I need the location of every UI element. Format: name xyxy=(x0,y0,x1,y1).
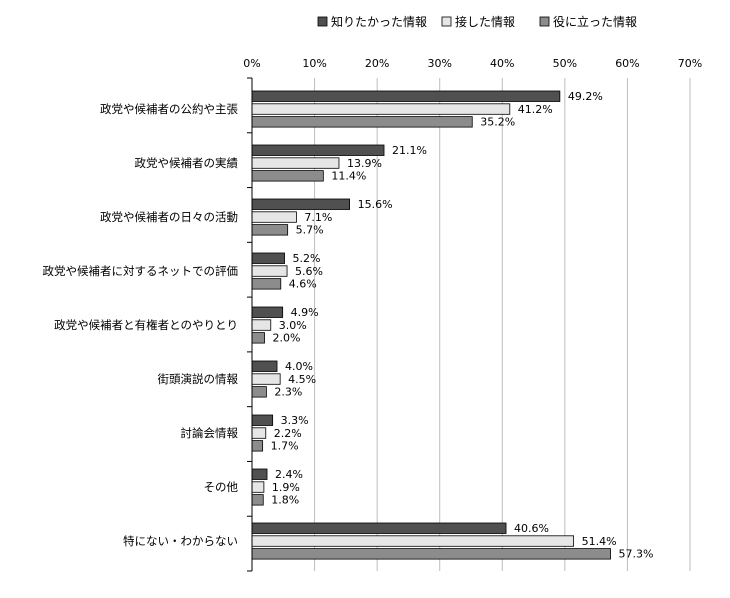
value-label-4-0: 4.9% xyxy=(291,306,319,319)
category-label-2: 政党や候補者の日々の活動 xyxy=(100,210,238,224)
value-label-1-1: 13.9% xyxy=(347,157,382,170)
bar-3-2 xyxy=(251,278,282,290)
category-label-8: 特にない・わからない xyxy=(123,534,238,548)
bar-6-2 xyxy=(251,440,264,452)
bar-5-0 xyxy=(251,360,278,372)
x-tick-label: 0% xyxy=(243,57,260,70)
value-label-2-2: 5.7% xyxy=(296,224,324,237)
legend-swatch-2 xyxy=(539,16,550,27)
value-label-1-0: 21.1% xyxy=(392,144,427,157)
x-tick-label: 30% xyxy=(427,57,451,70)
legend: 知りたかった情報 接した情報 役に立った情報 xyxy=(317,14,637,29)
legend-label-1: 接した情報 xyxy=(455,14,515,29)
value-label-5-1: 4.5% xyxy=(288,373,316,386)
bar-1-1 xyxy=(251,157,340,169)
bar-0-0 xyxy=(251,90,561,102)
gridlines xyxy=(314,78,691,571)
category-label-3: 政党や候補者に対するネットでの評価 xyxy=(43,264,239,278)
category-label-7: その他 xyxy=(204,480,239,494)
x-tick-label: 70% xyxy=(678,57,702,70)
value-label-7-0: 2.4% xyxy=(275,468,303,481)
value-label-3-2: 4.6% xyxy=(289,278,317,291)
legend-label-2: 役に立った情報 xyxy=(553,14,637,29)
value-label-3-0: 5.2% xyxy=(293,252,321,265)
bar-5-2 xyxy=(251,386,267,398)
bar-6-1 xyxy=(251,427,267,439)
value-label-6-2: 1.7% xyxy=(271,440,299,453)
value-label-8-0: 40.6% xyxy=(514,522,549,535)
legend-swatch-0 xyxy=(317,16,328,27)
category-label-1: 政党や候補者の実績 xyxy=(135,156,239,170)
category-label-5: 街頭演説の情報 xyxy=(158,372,239,386)
bar-1-2 xyxy=(251,170,324,182)
value-label-1-2: 11.4% xyxy=(331,170,366,183)
value-label-5-0: 4.0% xyxy=(285,360,313,373)
value-label-6-1: 2.2% xyxy=(274,427,302,440)
x-tick-label: 40% xyxy=(490,57,514,70)
y-axis xyxy=(247,77,253,572)
x-tick-label: 10% xyxy=(302,57,326,70)
x-axis-ticks: 0% 10% 20% 30% 40% 50% 60% 70% xyxy=(243,57,702,70)
value-label-3-1: 5.6% xyxy=(295,265,323,278)
value-label-6-0: 3.3% xyxy=(281,414,309,427)
value-label-8-1: 51.4% xyxy=(582,535,617,548)
bar-7-0 xyxy=(251,468,268,480)
bar-0-1 xyxy=(251,103,511,115)
value-label-8-2: 57.3% xyxy=(619,548,654,561)
x-tick-label: 50% xyxy=(553,57,577,70)
value-labels: 49.2%41.2%35.2%21.1%13.9%11.4%15.6%7.1%5… xyxy=(271,90,654,561)
value-label-7-2: 1.8% xyxy=(271,494,299,507)
bar-2-2 xyxy=(251,224,289,236)
bar-4-1 xyxy=(251,319,272,331)
bar-1-0 xyxy=(251,144,385,156)
bar-4-0 xyxy=(251,306,284,318)
bar-7-1 xyxy=(251,481,265,493)
bar-8-2 xyxy=(251,548,611,560)
value-label-2-0: 15.6% xyxy=(358,198,393,211)
bar-8-0 xyxy=(251,522,507,534)
x-tick-label: 20% xyxy=(365,57,389,70)
bar-2-1 xyxy=(251,211,297,223)
value-label-0-2: 35.2% xyxy=(480,116,515,129)
value-label-5-2: 2.3% xyxy=(274,386,302,399)
bar-5-1 xyxy=(251,373,281,385)
value-label-7-1: 1.9% xyxy=(272,481,300,494)
bar-3-1 xyxy=(251,265,288,277)
bar-8-1 xyxy=(251,535,575,547)
bar-2-0 xyxy=(251,198,351,210)
value-label-4-1: 3.0% xyxy=(279,319,307,332)
value-label-0-0: 49.2% xyxy=(568,90,603,103)
legend-label-0: 知りたかった情報 xyxy=(331,15,427,29)
bar-0-2 xyxy=(251,116,473,128)
value-label-0-1: 41.2% xyxy=(518,103,553,116)
legend-swatch-1 xyxy=(441,16,452,27)
value-label-4-2: 2.0% xyxy=(273,332,301,345)
bar-3-0 xyxy=(251,252,285,264)
category-label-6: 討論会情報 xyxy=(181,426,239,440)
bar-4-2 xyxy=(251,332,265,344)
category-label-4: 政党や候補者と有権者とのやりとり xyxy=(54,318,238,332)
value-label-2-1: 7.1% xyxy=(304,211,332,224)
bar-7-2 xyxy=(251,494,264,506)
category-labels: 政党や候補者の公約や主張政党や候補者の実績政党や候補者の日々の活動政党や候補者に… xyxy=(43,102,239,548)
x-tick-label: 60% xyxy=(615,57,639,70)
category-label-0: 政党や候補者の公約や主張 xyxy=(100,102,238,116)
bar-6-0 xyxy=(251,414,274,426)
